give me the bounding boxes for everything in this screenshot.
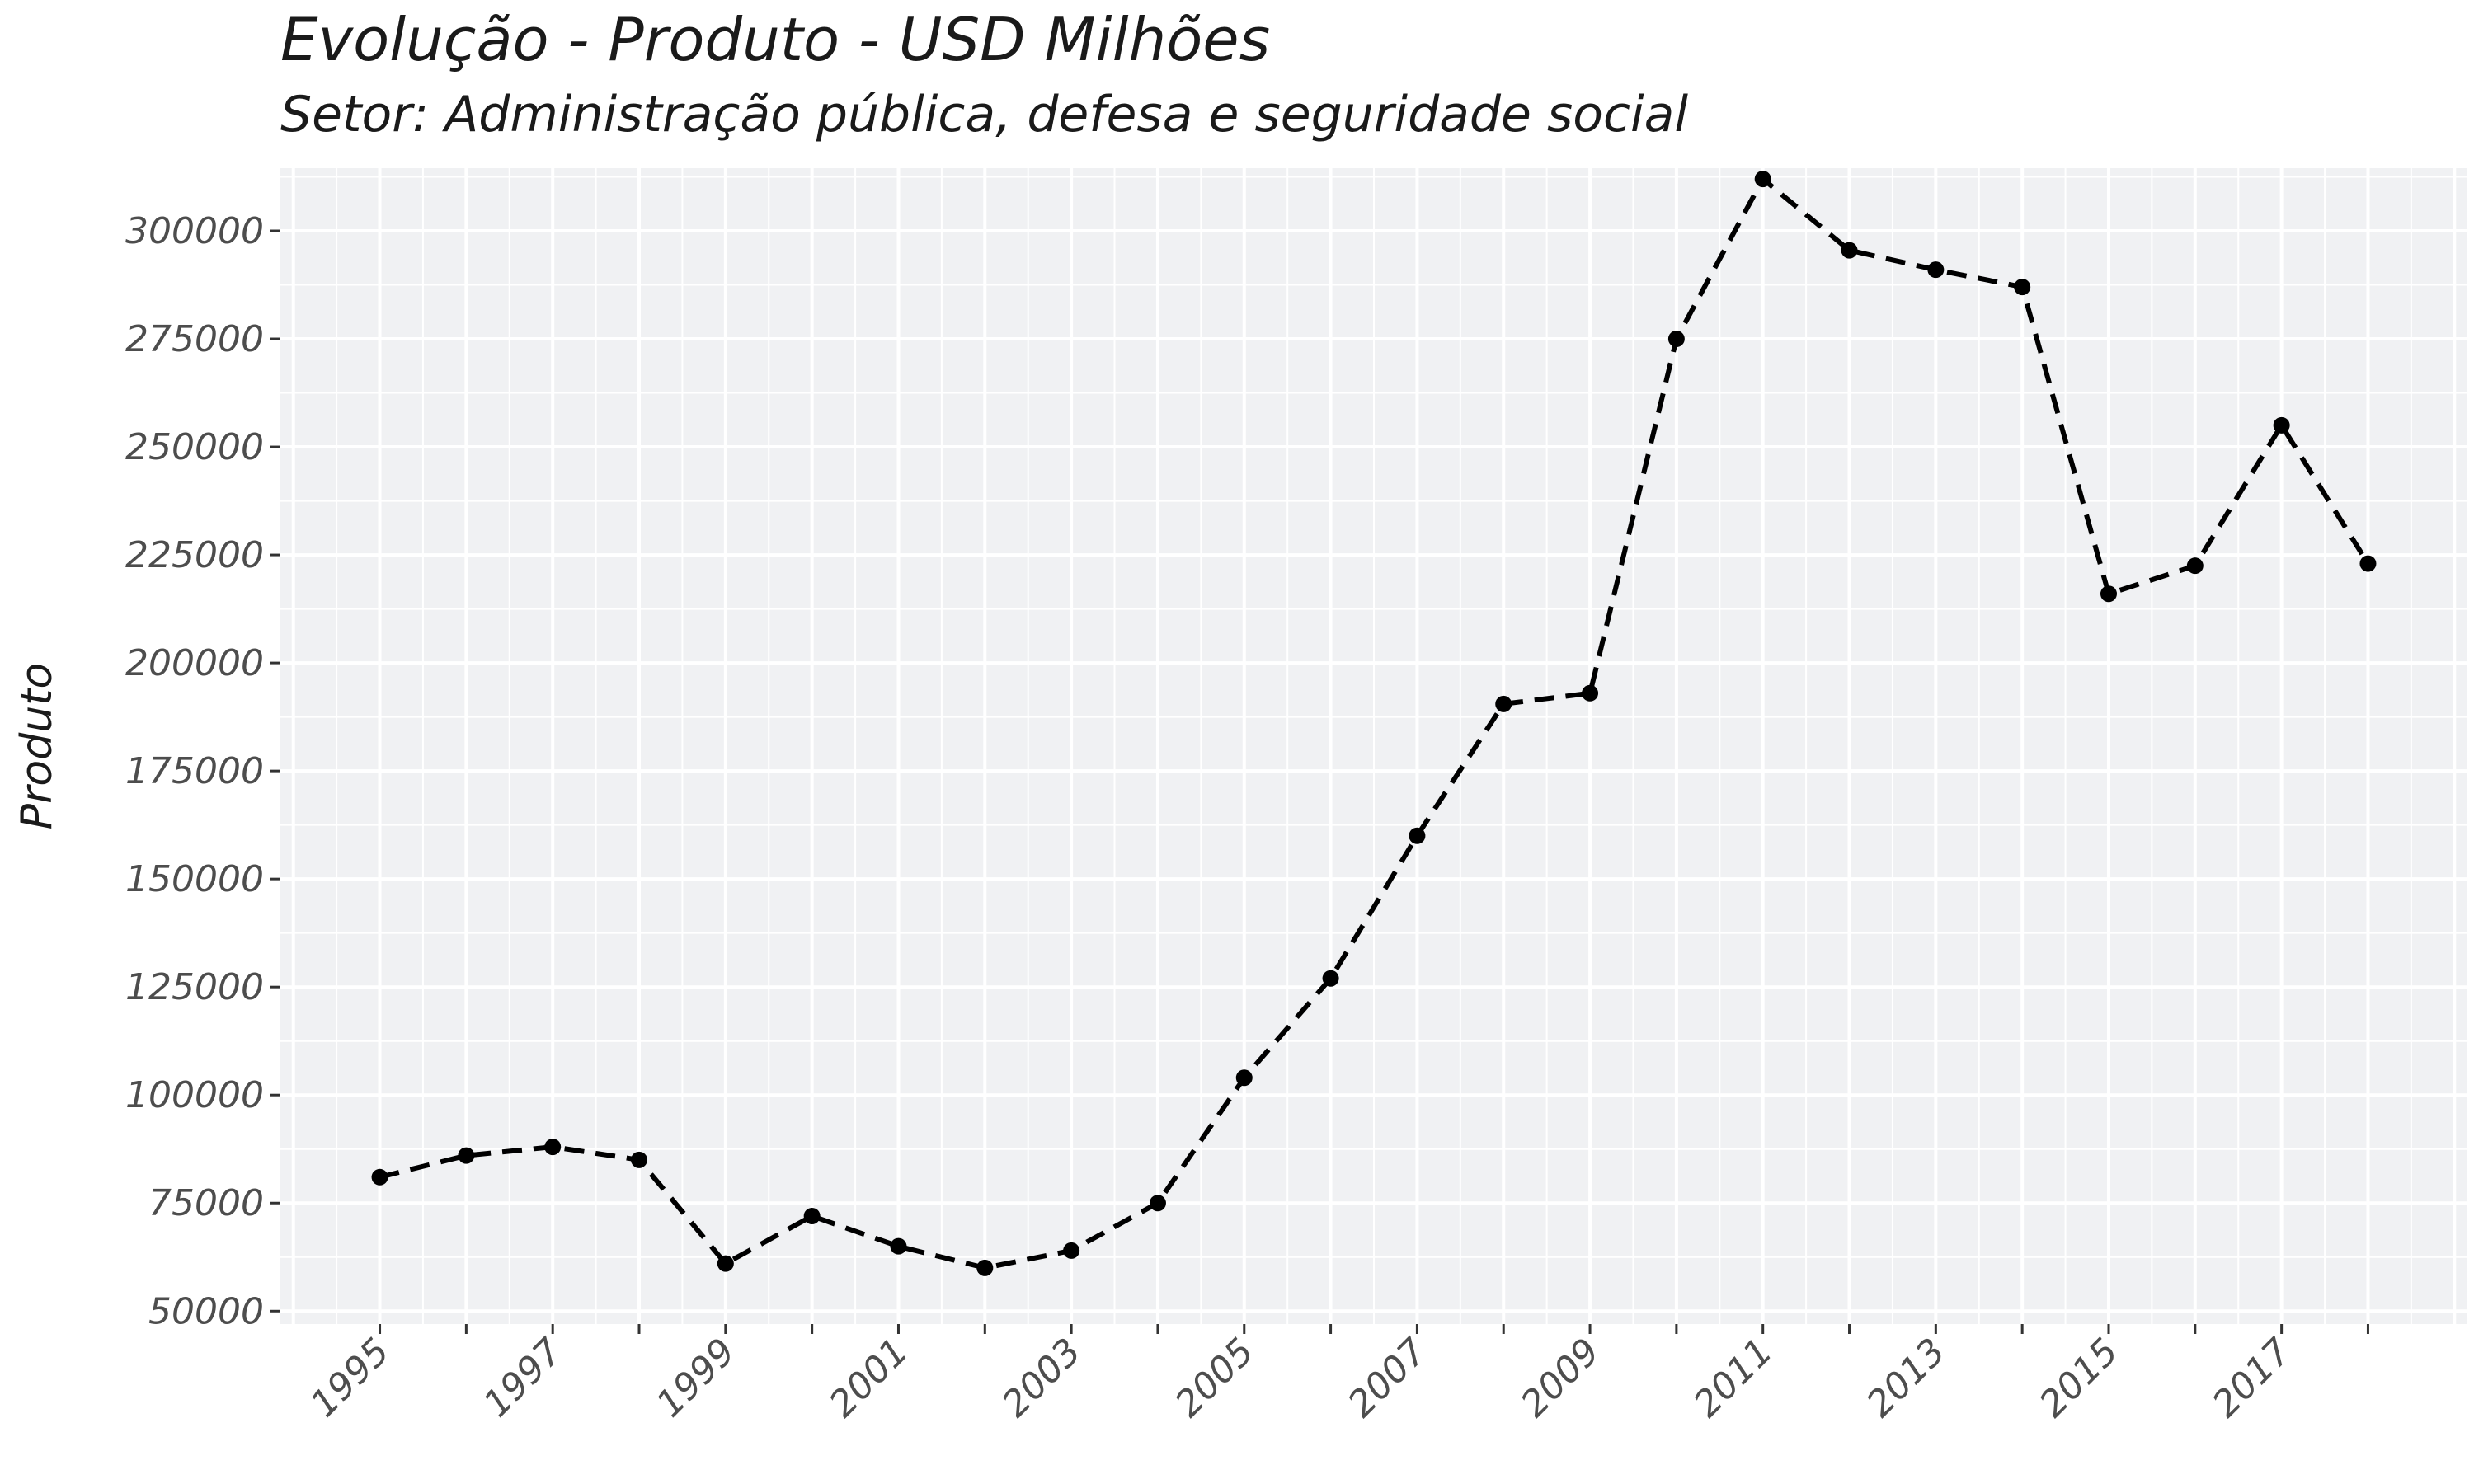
x-tick-label: 2015 <box>2032 1331 2127 1425</box>
series-layer <box>371 171 2377 1276</box>
x-tick-label: 2007 <box>1340 1331 1435 1425</box>
y-tick-label: 175000 <box>125 750 264 792</box>
data-point <box>2186 557 2204 575</box>
data-point <box>1409 827 1426 844</box>
data-point <box>803 1207 821 1224</box>
data-point <box>1235 1069 1253 1087</box>
major-gridlines <box>280 168 2467 1324</box>
y-tick-label: 225000 <box>125 534 264 576</box>
chart-title: Evolução - Produto - USD Milhões <box>280 5 1271 74</box>
data-point <box>976 1259 994 1276</box>
y-tick-label: 100000 <box>125 1074 264 1116</box>
x-tick-label: 2013 <box>1859 1331 1954 1425</box>
x-tick-label: 2009 <box>1513 1331 1608 1425</box>
y-tick-label: 250000 <box>125 426 264 468</box>
data-point <box>1063 1242 1080 1259</box>
y-tick-label: 125000 <box>125 966 264 1008</box>
data-point <box>890 1237 907 1255</box>
x-tick-label: 2011 <box>1686 1331 1780 1425</box>
y-axis-title: Produto <box>12 663 62 830</box>
x-tick-label: 1999 <box>648 1331 743 1425</box>
data-point <box>1841 242 1858 259</box>
x-tick-label: 2005 <box>1167 1331 1262 1425</box>
x-tick-label: 2003 <box>995 1331 1089 1425</box>
y-tick-label: 200000 <box>125 642 264 684</box>
chart-subtitle: Setor: Administração pública, defesa e s… <box>280 86 1689 143</box>
x-tick-label: 1997 <box>476 1331 571 1425</box>
data-point <box>1754 171 1771 188</box>
data-point <box>1582 684 1599 702</box>
series-line <box>379 176 2371 1270</box>
y-tick-label: 75000 <box>148 1182 264 1224</box>
data-point <box>2100 585 2117 603</box>
data-point <box>1667 331 1685 348</box>
data-point <box>1149 1195 1166 1212</box>
data-point <box>371 1168 388 1186</box>
x-axis: 1995 1997 1999 2001 2003 2005 2007 2009 2011 2013… <box>303 1324 2369 1425</box>
x-tick-label: 2001 <box>821 1331 916 1425</box>
y-tick-label: 150000 <box>125 858 264 900</box>
y-axis: 50000 75000 100000 125000 150000 175000 200000… <box>125 210 280 1332</box>
data-point <box>544 1139 562 1156</box>
x-tick-label: 1995 <box>303 1331 397 1425</box>
data-point <box>2014 279 2031 296</box>
data-point <box>1495 695 1512 712</box>
data-point <box>2359 555 2377 572</box>
y-tick-label: 275000 <box>125 318 264 360</box>
data-point <box>1322 970 1339 987</box>
data-point <box>631 1151 648 1168</box>
data-point <box>458 1147 475 1164</box>
minor-gridlines <box>280 168 2467 1324</box>
y-tick-label: 50000 <box>148 1290 264 1332</box>
data-point <box>2273 416 2290 434</box>
x-tick-label: 2017 <box>2204 1331 2299 1425</box>
data-point <box>1927 261 1945 279</box>
data-point <box>717 1255 734 1272</box>
y-tick-label: 300000 <box>125 210 264 252</box>
